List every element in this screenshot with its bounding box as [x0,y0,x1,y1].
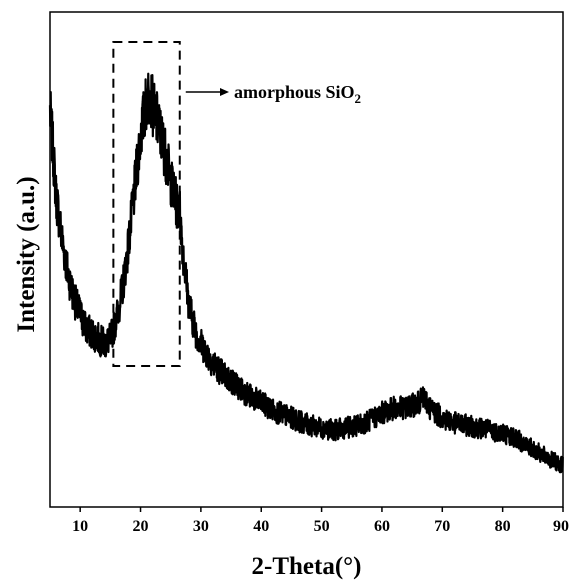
x-tick-label-10: 10 [72,518,88,535]
annotation-label-subscript: 2 [355,91,362,106]
x-tick-label-40: 40 [253,518,269,535]
plot-frame [49,11,564,508]
x-tick-label-60: 60 [374,518,390,535]
annotation-label: amorphous SiO2 [234,82,361,106]
x-axis-title: 2-Theta(°) [252,553,362,580]
x-tick-label-20: 20 [133,518,149,535]
y-axis-title: Intensity (a.u.) [13,176,40,332]
series-line-0 [48,72,564,474]
x-tick-label-90: 90 [553,518,569,535]
x-tick-label-50: 50 [314,518,330,535]
x-tick-label-70: 70 [434,518,450,535]
annotation-arrow-head [220,88,229,96]
x-tick-label-30: 30 [193,518,209,535]
x-ticks: 10 20 30 40 50 60 70 80 90 [72,507,569,535]
x-tick-label-80: 80 [495,518,511,535]
annotation-label-main: amorphous SiO [234,82,355,102]
amorphous-region-box [112,41,181,367]
series-layer [48,72,564,474]
